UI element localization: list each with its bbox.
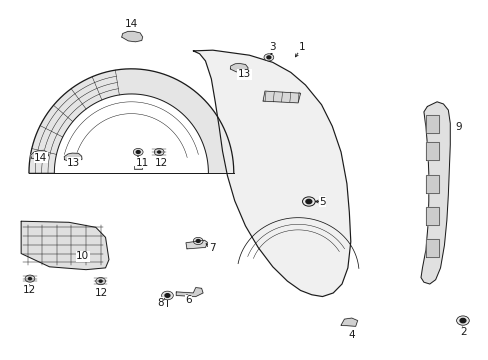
Polygon shape	[425, 115, 438, 133]
Polygon shape	[193, 50, 350, 297]
Polygon shape	[29, 69, 233, 173]
Circle shape	[302, 197, 315, 206]
Polygon shape	[425, 175, 438, 193]
Text: 4: 4	[348, 330, 354, 340]
Polygon shape	[230, 63, 247, 72]
Text: 3: 3	[269, 42, 276, 52]
Polygon shape	[425, 207, 438, 225]
Text: 13: 13	[67, 158, 81, 168]
Text: 7: 7	[208, 243, 215, 253]
Circle shape	[28, 278, 31, 280]
Circle shape	[133, 148, 143, 156]
Polygon shape	[64, 153, 82, 162]
Text: 2: 2	[460, 327, 466, 337]
Text: 12: 12	[22, 285, 36, 296]
Circle shape	[154, 148, 163, 156]
Polygon shape	[31, 150, 49, 159]
Polygon shape	[425, 239, 438, 257]
Text: 5: 5	[319, 197, 325, 207]
Circle shape	[25, 275, 35, 282]
Polygon shape	[185, 240, 207, 249]
Circle shape	[193, 237, 203, 244]
Text: 14: 14	[34, 153, 47, 163]
Text: 13: 13	[237, 69, 251, 79]
Text: 8: 8	[157, 298, 163, 308]
Circle shape	[196, 239, 200, 242]
Text: 12: 12	[155, 158, 168, 168]
Circle shape	[456, 316, 468, 325]
Text: 6: 6	[185, 295, 191, 305]
Circle shape	[161, 291, 173, 300]
Polygon shape	[420, 102, 449, 284]
Circle shape	[164, 294, 169, 297]
Circle shape	[305, 199, 311, 204]
Polygon shape	[176, 288, 203, 297]
Text: 10: 10	[76, 251, 89, 261]
Circle shape	[96, 278, 105, 285]
Circle shape	[264, 54, 273, 61]
Text: 9: 9	[455, 122, 462, 132]
Polygon shape	[340, 318, 357, 326]
Text: 14: 14	[124, 19, 138, 29]
Circle shape	[99, 280, 102, 282]
Polygon shape	[425, 142, 438, 160]
FancyBboxPatch shape	[134, 166, 142, 169]
Circle shape	[158, 151, 160, 153]
Text: 1: 1	[298, 42, 305, 52]
Circle shape	[459, 319, 465, 323]
Text: 12: 12	[94, 288, 107, 298]
Polygon shape	[263, 91, 300, 103]
Polygon shape	[21, 221, 109, 270]
Polygon shape	[122, 31, 142, 42]
Circle shape	[266, 56, 270, 59]
Circle shape	[136, 150, 140, 153]
Text: 11: 11	[135, 158, 148, 168]
